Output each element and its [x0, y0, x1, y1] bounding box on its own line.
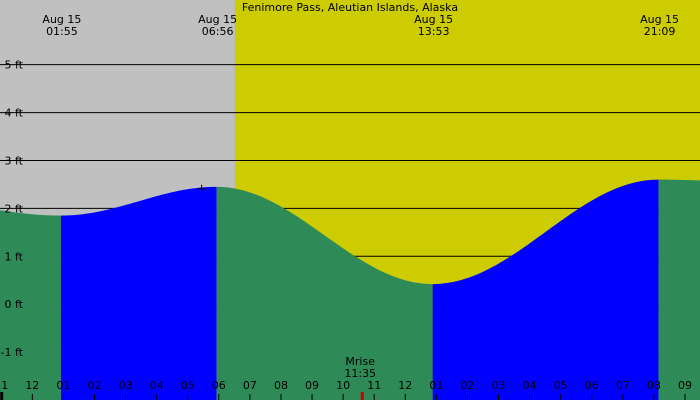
hour-tick-label-6: 05	[181, 379, 195, 392]
hour-tick-label-2: 01	[56, 379, 70, 392]
flood-area-3	[432, 179, 659, 400]
hour-tick-label-13: 12	[398, 379, 412, 392]
ebb-area-2	[216, 186, 433, 400]
hour-tick-label-9: 08	[274, 379, 288, 392]
chart-title: Fenimore Pass, Aleutian Islands, Alaska	[242, 1, 458, 14]
y-tick-label-2: 2 ft	[5, 202, 24, 215]
hour-tick-label-18: 05	[554, 379, 568, 392]
y-tick-label-5: 5 ft	[5, 59, 24, 72]
event-date-0: Aug 15	[42, 13, 81, 26]
hour-tick-label-19: 06	[585, 379, 599, 392]
y-tick-label-neg1: -1 ft	[1, 346, 24, 359]
time-marker-0	[0, 392, 4, 400]
y-tick-label-4: 4 ft	[5, 107, 24, 120]
hour-tick-label-17: 04	[523, 379, 537, 392]
hour-tick-label-11: 10	[336, 379, 350, 392]
event-time-2: 13:53	[418, 25, 450, 38]
hour-tick-label-3: 02	[87, 379, 101, 392]
ebb-area-0	[0, 210, 61, 400]
flood-area-1	[60, 186, 217, 400]
tide-areas	[0, 179, 700, 400]
hour-tick-label-5: 04	[150, 379, 164, 392]
event-date-3: Aug 15	[640, 13, 679, 26]
hour-tick-label-14: 01	[429, 379, 443, 392]
hour-tick-label-1: 12	[25, 379, 39, 392]
hour-tick-label-8: 07	[243, 379, 257, 392]
hour-tick-label-21: 08	[647, 379, 661, 392]
event-time-1: 06:56	[202, 25, 234, 38]
bottom-annotation-time-1: 11:35	[344, 367, 376, 380]
bottom-annotation-label-1: Mrise	[345, 355, 375, 368]
y-tick-label-0: 0 ft	[5, 298, 24, 311]
event-date-2: Aug 15	[414, 13, 453, 26]
hour-tick-label-22: 09	[678, 379, 692, 392]
hour-tick-label-15: 02	[460, 379, 474, 392]
hour-tick-label-7: 06	[212, 379, 226, 392]
y-tick-label-1: 1 ft	[5, 250, 24, 263]
hour-tick-label-20: 07	[616, 379, 630, 392]
ebb-area-4	[658, 179, 700, 400]
hour-tick-label-0: 11	[0, 379, 8, 392]
hour-tick-label-12: 11	[367, 379, 381, 392]
event-date-1: Aug 15	[198, 13, 237, 26]
hour-tick-label-4: 03	[119, 379, 133, 392]
hour-tick-label-10: 09	[305, 379, 319, 392]
event-time-3: 21:09	[644, 25, 676, 38]
hour-tick-label-16: 03	[492, 379, 506, 392]
event-time-0: 01:55	[46, 25, 78, 38]
time-marker-1	[360, 392, 364, 400]
y-tick-label-3: 3 ft	[5, 154, 24, 167]
